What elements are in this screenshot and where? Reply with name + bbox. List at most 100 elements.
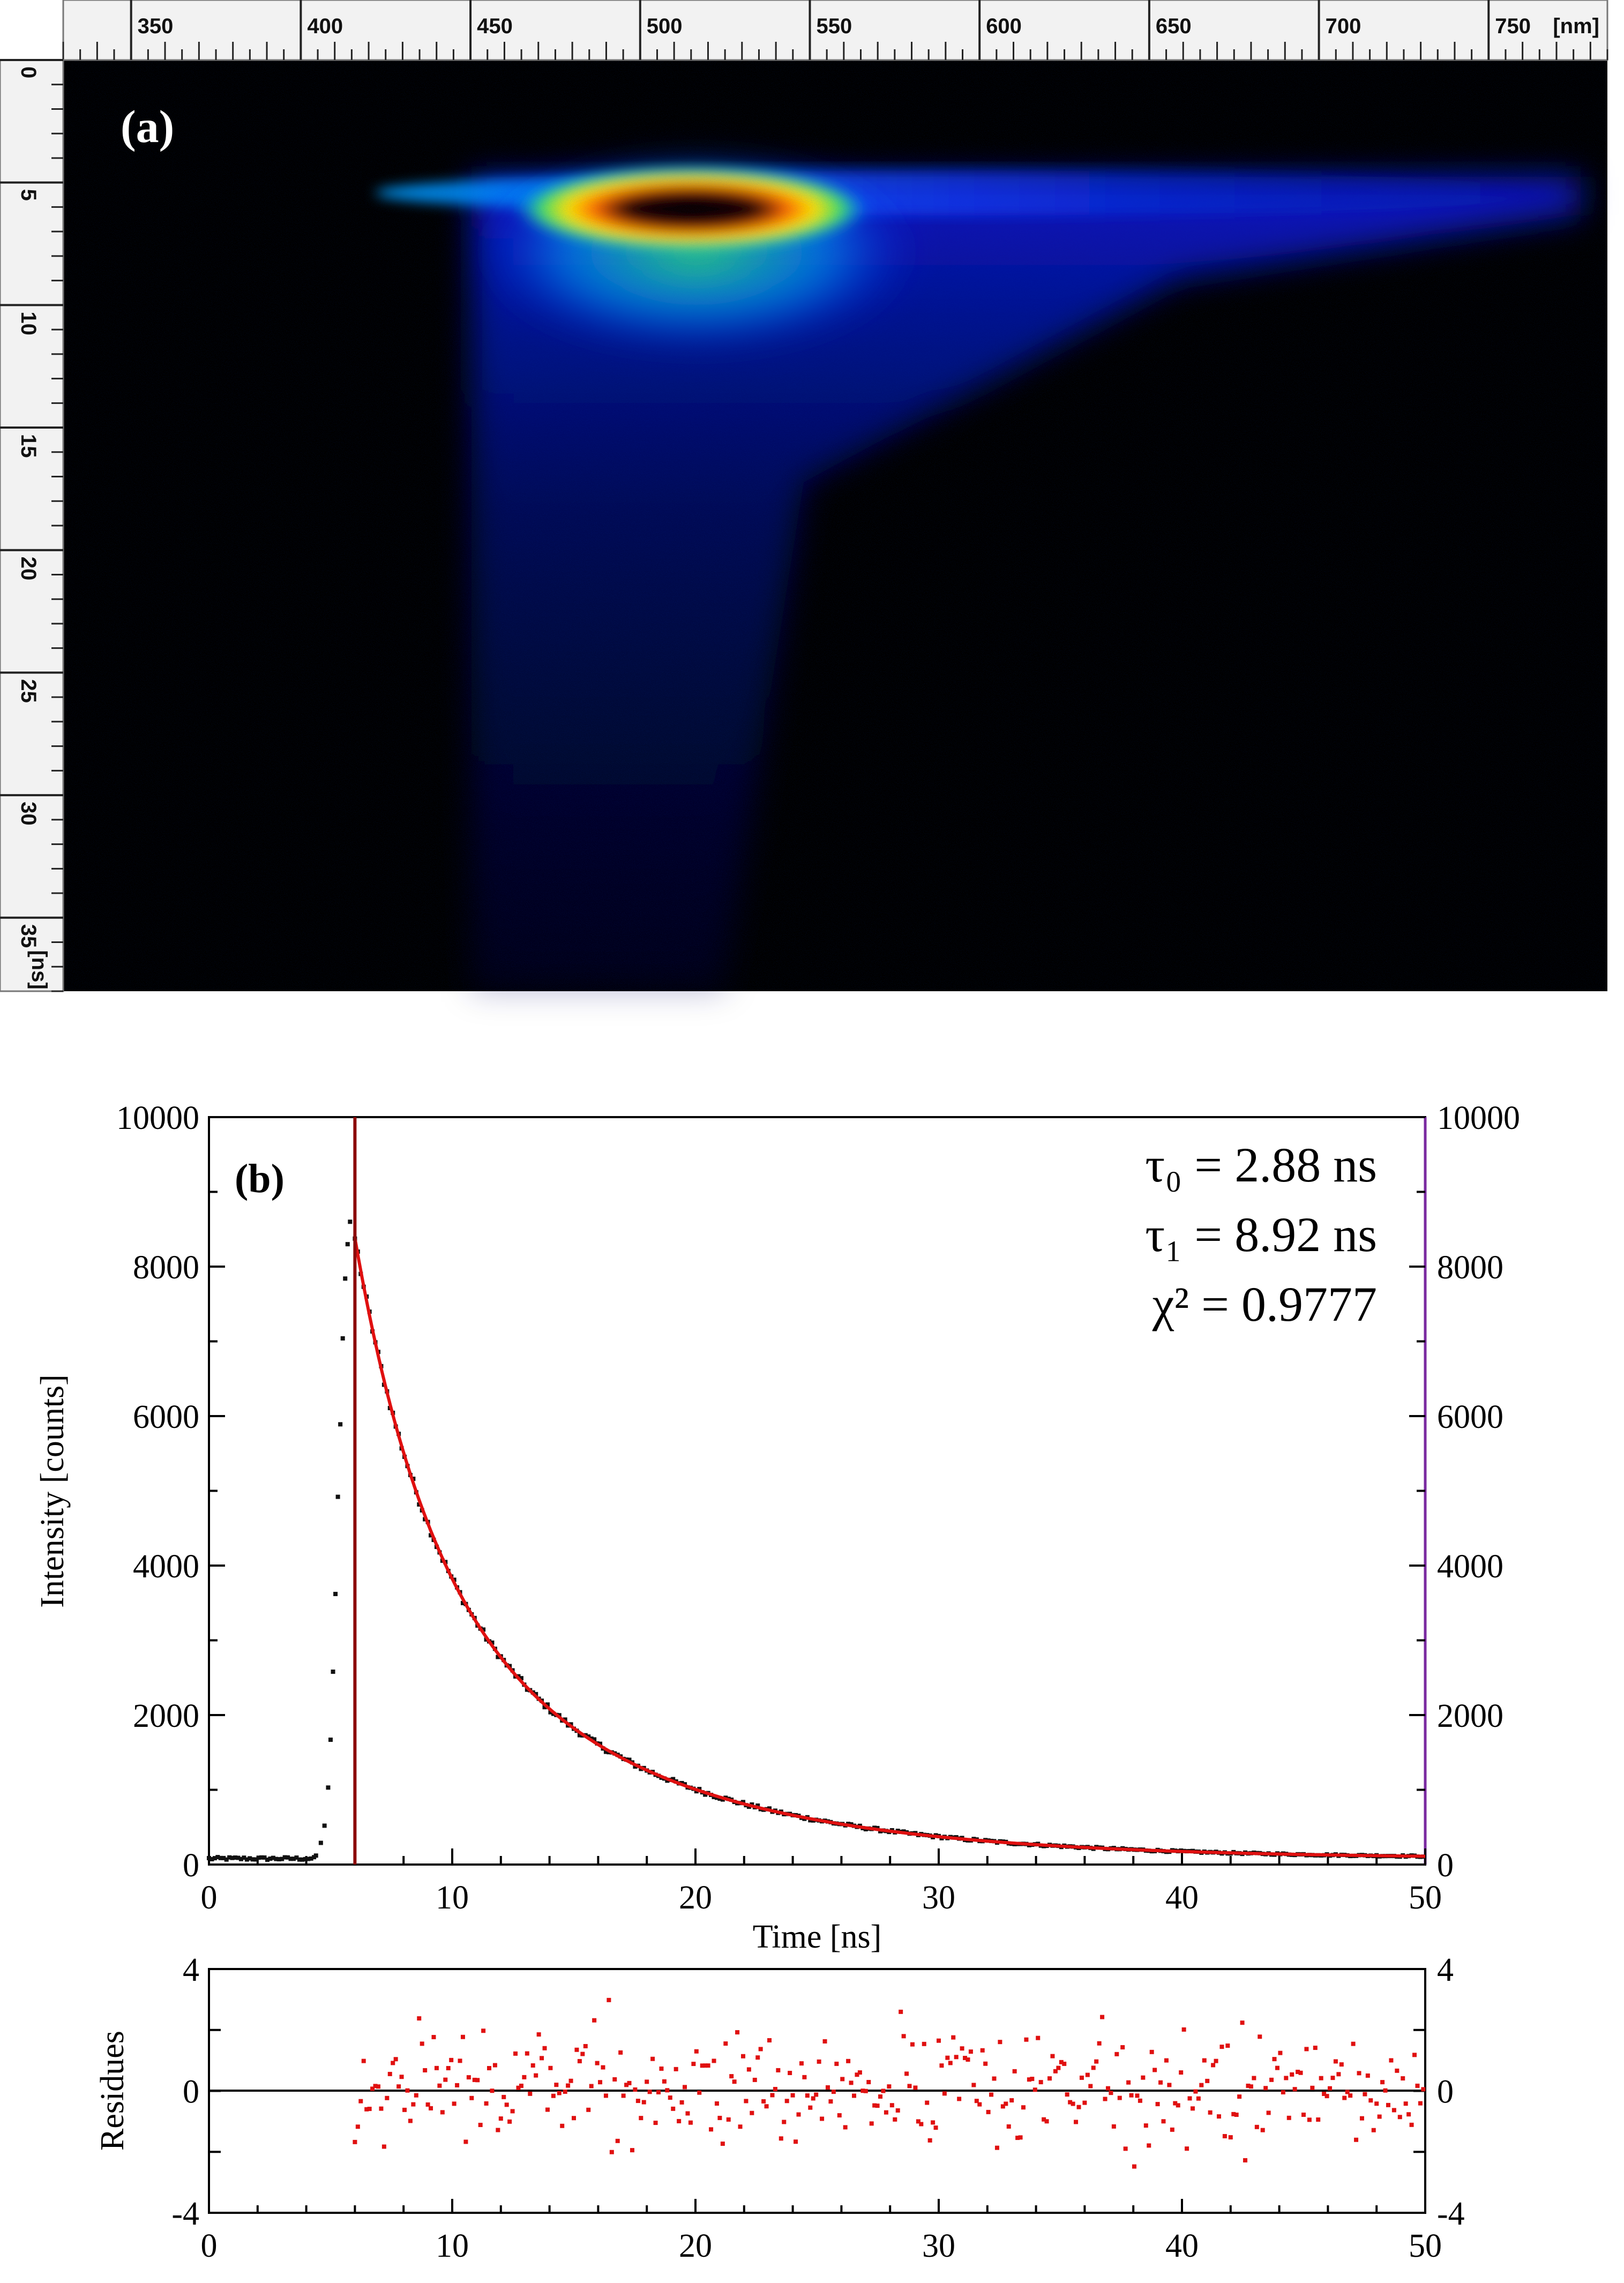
residue-point (720, 2142, 725, 2146)
residue-point (1032, 2087, 1037, 2092)
residue-point (1167, 2083, 1172, 2087)
residue-point (717, 2115, 722, 2120)
fit-chi-squared: χ² = 0.9777 (1152, 1277, 1377, 1331)
residue-point (1406, 2112, 1411, 2117)
residue-point (668, 2095, 672, 2100)
residue-point (1047, 2076, 1052, 2081)
residue-point (1298, 2070, 1303, 2075)
residue-point (440, 2110, 445, 2115)
residue-point (1065, 2092, 1069, 2097)
decay-data-point (318, 1840, 323, 1845)
residue-point (379, 2106, 384, 2111)
residue-point (1391, 2108, 1396, 2113)
residue-point (396, 2084, 401, 2089)
residue-point (980, 2048, 985, 2053)
residue-point (683, 2085, 687, 2090)
residue-point (939, 2063, 944, 2068)
decay-y-tick-label: 10000 (116, 1100, 199, 1136)
residue-point (1333, 2059, 1338, 2064)
residue-point (577, 2059, 582, 2063)
residue-point (986, 2109, 991, 2114)
residue-point (1071, 2101, 1075, 2106)
residue-point (1237, 2094, 1242, 2099)
residue-point (1219, 2045, 1224, 2049)
residues-x-tick-label: 20 (679, 2228, 712, 2264)
residue-point (744, 2099, 749, 2104)
residue-point (1050, 2054, 1055, 2059)
decay-data-point (288, 1857, 293, 1861)
residue-point (355, 2124, 360, 2129)
residue-point (376, 2084, 380, 2089)
residue-point (609, 2150, 614, 2154)
residue-point (1024, 2037, 1029, 2042)
decay-data-point (297, 1857, 302, 1862)
residues-y-tick-labels: -4 0 4 (171, 1952, 199, 2232)
decay-data-point (331, 1670, 335, 1674)
decay-data-point (767, 1806, 772, 1811)
residue-point (449, 2057, 454, 2062)
decay-right-y-tick-label: 10000 (1437, 1100, 1520, 1136)
residue-point (1275, 2065, 1279, 2070)
decay-data-point (227, 1855, 232, 1860)
noise-texture (63, 60, 1607, 991)
residue-point (831, 2090, 836, 2094)
residue-point (1009, 2098, 1014, 2103)
residues-x-tick-label: 40 (1165, 2228, 1199, 2264)
residue-point (849, 2080, 854, 2085)
residue-point (933, 2125, 938, 2130)
residue-point (1254, 2124, 1259, 2129)
residue-point (817, 2059, 821, 2064)
residue-point (904, 2071, 909, 2076)
residue-point (895, 2108, 900, 2113)
residue-point (746, 2067, 751, 2072)
panel-a-label: (a) (121, 101, 174, 152)
time-tick-label: 30 (17, 802, 40, 826)
decay-data-point (259, 1855, 264, 1860)
residue-point (799, 2061, 804, 2066)
decay-data-point (335, 1494, 340, 1499)
residue-point (1217, 2114, 1222, 2119)
decay-y-axis-label: Intensity [counts] (34, 1374, 71, 1608)
residue-point (729, 2074, 734, 2079)
residue-point (878, 2094, 883, 2099)
residue-point (779, 2136, 783, 2141)
residue-point (983, 2061, 988, 2066)
residue-point (1036, 2035, 1041, 2040)
decay-data-point (236, 1855, 241, 1860)
decay-data-point (496, 1655, 500, 1659)
residues-y-axis-label: Residues (94, 2031, 131, 2151)
residue-point (752, 2077, 757, 2082)
residue-point (1100, 2015, 1105, 2019)
residue-point (492, 2063, 497, 2068)
residue-point (402, 2107, 407, 2112)
residue-point (822, 2039, 827, 2044)
residue-point (1248, 2084, 1253, 2089)
residue-point (1088, 2084, 1093, 2089)
residue-point (869, 2121, 874, 2126)
residue-point (1401, 2076, 1405, 2081)
residue-point (1027, 2077, 1031, 2082)
residue-point (1185, 2146, 1189, 2151)
residue-point (405, 2088, 410, 2093)
decay-right-y-tick-label: 4000 (1437, 1548, 1503, 1585)
residue-point (370, 2086, 375, 2091)
time-tick-label: 5 (17, 189, 40, 201)
residue-point (551, 2093, 556, 2098)
residue-point (1149, 2049, 1154, 2054)
decay-data-point (248, 1856, 252, 1861)
decay-y-tick-labels: 0 2000 4000 6000 8000 10000 (116, 1100, 199, 1884)
residue-point (954, 2055, 959, 2060)
residue-point (1374, 2101, 1379, 2106)
time-unit: [ns] (27, 950, 51, 989)
residue-point (1365, 2073, 1370, 2078)
residue-point (475, 2078, 480, 2083)
residue-point (893, 2117, 897, 2122)
residue-point (502, 2094, 506, 2099)
wavelength-tick-label: 350 (138, 14, 174, 38)
residue-point (709, 2127, 714, 2132)
residue-point (1345, 2090, 1350, 2094)
residue-point (820, 2116, 825, 2121)
residue-point (927, 2138, 932, 2143)
residue-point (694, 2049, 699, 2054)
residue-point (761, 2099, 766, 2104)
